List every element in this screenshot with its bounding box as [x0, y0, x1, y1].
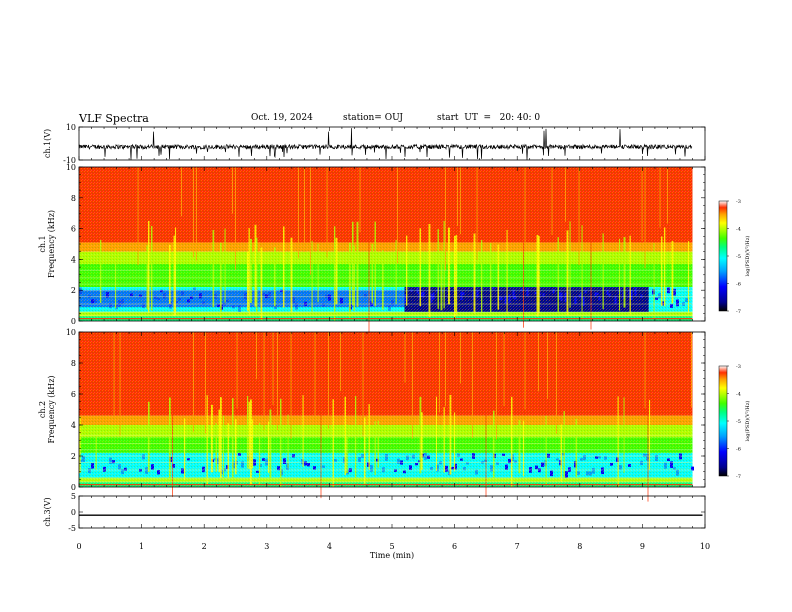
ch1-ylabel: ch.1(V): [43, 129, 52, 158]
y-tick-label: 6: [71, 225, 76, 234]
spectrum-noise: [79, 332, 693, 487]
spectrum-texture: [691, 466, 694, 471]
station-label: station= OUJ: [343, 113, 404, 123]
x-tick-label: 5: [389, 542, 394, 551]
y-tick-label: 0: [71, 508, 76, 517]
colorbar-tick-label: -4: [736, 392, 741, 398]
colorbar-tick-label: -6: [736, 447, 741, 453]
ch1-waveform-panel: 10 -10 ch.1(V): [43, 123, 706, 165]
colorbar-1: [718, 200, 728, 312]
colorbar-2: [718, 365, 728, 477]
y-tick-label: 8: [71, 359, 76, 368]
colorbar-label: log(PSD)(V²/Hz): [744, 236, 751, 277]
x-tick-label: 6: [452, 542, 457, 551]
x-tick-label: 0: [76, 542, 81, 551]
y-tick-label: 0: [71, 317, 76, 326]
ylabel-frequency: Frequency (kHz): [47, 210, 56, 278]
colorbar-tick-label: -5: [736, 419, 741, 425]
x-tick-label: 8: [577, 542, 582, 551]
start-time-label: start UT = 20: 40: 0: [437, 113, 541, 123]
colorbars: -3 -4 -5 -6 -7 log(PSD)(V²/Hz) -3 -4 -5 -6 -7 log(P…: [718, 199, 751, 480]
y-tick-label: 10: [66, 328, 76, 337]
y-tick-label: 8: [71, 194, 76, 203]
panel-frame: [78, 495, 706, 529]
y-tick-label: 10: [66, 163, 76, 172]
y-tick-label: 0: [71, 483, 76, 492]
x-tick-label: 4: [327, 542, 332, 551]
x-tick-label: 3: [264, 542, 269, 551]
x-tick-label: 9: [640, 542, 645, 551]
colorbar-tick-label: -3: [736, 364, 741, 370]
ch3-waveform-panel: 5 0 -5 ch.3(V): [43, 492, 706, 533]
x-tick-label: 7: [515, 542, 520, 551]
colorbar-label: log(PSD)(V²/Hz): [744, 401, 751, 442]
y-tick-label: -10: [63, 156, 76, 165]
ch1-spectrogram-panel: 0 2 4 6 8 10 ch.1 Frequency (kHz): [38, 163, 706, 333]
colorbar-tick-label: -3: [736, 199, 741, 205]
spectrum-noise: [79, 167, 693, 321]
x-tick-label: 1: [139, 542, 144, 551]
x-tick-label: 2: [202, 542, 207, 551]
x-axis-label: Time (min): [370, 551, 414, 560]
y-tick-label: 4: [71, 421, 76, 430]
panel-frame: [78, 126, 706, 161]
ch2-spectrogram-panel: 0 2 4 6 8 10 ch.2 Frequency (kHz): [38, 328, 706, 502]
time-axis: 0 1 2 3 4 5 6 7 8 9 10 Time (min): [76, 542, 710, 560]
y-tick-label: 2: [71, 452, 76, 461]
colorbar-tick-label: -6: [736, 282, 741, 288]
y-tick-label: 4: [71, 255, 76, 264]
y-tick-label: 2: [71, 286, 76, 295]
x-tick-label: 10: [700, 542, 710, 551]
ylabel-frequency: Frequency (kHz): [47, 375, 56, 443]
ch1-trace: [78, 128, 693, 160]
ylabel-channel: ch.2: [38, 401, 47, 418]
figure-title: VLF Spectra: [79, 112, 149, 125]
colorbar-tick-label: -7: [736, 309, 741, 315]
ylabel-channel: ch.1: [38, 235, 47, 252]
y-tick-label: 6: [71, 390, 76, 399]
colorbar-tick-label: -4: [736, 227, 741, 233]
y-tick-label: -5: [68, 524, 76, 533]
y-tick-label: 5: [71, 492, 76, 501]
date-label: Oct. 19, 2024: [251, 113, 313, 123]
colorbar-tick-label: -7: [736, 474, 741, 480]
y-tick-label: 10: [66, 123, 76, 132]
ch3-ylabel: ch.3(V): [43, 497, 52, 526]
colorbar-tick-label: -5: [736, 254, 741, 260]
